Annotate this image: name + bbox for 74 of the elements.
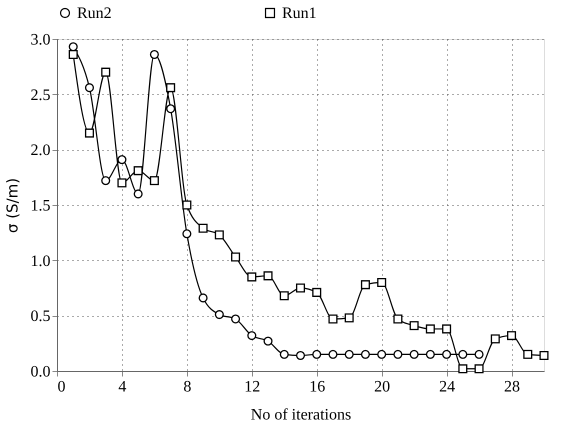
point [426, 350, 435, 359]
point [539, 350, 549, 360]
x-tick-label: 20 [374, 378, 390, 396]
point [490, 334, 500, 344]
x-tick-label: 8 [183, 378, 192, 396]
point [296, 350, 306, 360]
point [312, 288, 322, 297]
point [296, 283, 306, 293]
y-tick-label: 1.0 [30, 252, 50, 270]
point [393, 350, 402, 359]
legend-label: Run1 [282, 5, 317, 22]
point [360, 350, 370, 359]
point [280, 291, 289, 300]
x-tick-label: 0 [58, 378, 66, 396]
point [377, 278, 386, 287]
point [101, 176, 110, 186]
point [117, 178, 126, 188]
point [166, 104, 176, 114]
x-tick-label: 4 [118, 378, 126, 396]
point [166, 83, 176, 92]
point [474, 364, 484, 374]
point [214, 230, 224, 240]
x-tick-label: 28 [504, 378, 520, 396]
point [134, 166, 143, 176]
point [328, 314, 338, 324]
point [214, 310, 224, 320]
point [377, 350, 386, 359]
point [247, 272, 256, 282]
y-tick-label: 3.0 [30, 32, 50, 48]
y-tick-label: 2.0 [30, 142, 50, 160]
point [360, 280, 370, 290]
point [280, 350, 289, 359]
point [117, 155, 126, 164]
point [523, 350, 532, 359]
point [507, 331, 516, 340]
point [84, 83, 94, 92]
point [231, 314, 240, 324]
point [198, 224, 208, 233]
point [264, 336, 273, 346]
x-axis-title: No of iterations [250, 406, 352, 424]
point [264, 271, 273, 280]
point [68, 50, 78, 60]
point [458, 350, 468, 359]
x-tick-label: 12 [244, 378, 260, 396]
point [101, 68, 110, 77]
y-tick-label: 0.0 [30, 364, 50, 380]
point [84, 128, 94, 138]
point [344, 350, 354, 359]
x-tick-label: 24 [439, 378, 456, 396]
point [198, 293, 208, 302]
point [247, 331, 256, 340]
point [150, 50, 159, 60]
point [474, 350, 484, 359]
point [442, 350, 452, 359]
point [328, 350, 338, 359]
y-axis-title: σ (S/m) [4, 178, 22, 234]
point [182, 229, 192, 238]
y-tick-label: 0.5 [30, 308, 50, 326]
y-tick-label: 1.5 [30, 198, 50, 214]
point [426, 324, 435, 334]
point [442, 324, 452, 334]
legend-label: Run2 [77, 5, 112, 22]
point [312, 350, 322, 359]
point [231, 252, 240, 262]
point [410, 321, 419, 330]
point [344, 313, 354, 322]
point [410, 350, 419, 359]
point [458, 364, 468, 374]
x-tick-label: 16 [309, 378, 326, 396]
y-tick-label: 2.5 [30, 86, 50, 104]
point [393, 314, 402, 324]
point [182, 200, 192, 210]
point [150, 176, 159, 186]
point [134, 189, 143, 198]
